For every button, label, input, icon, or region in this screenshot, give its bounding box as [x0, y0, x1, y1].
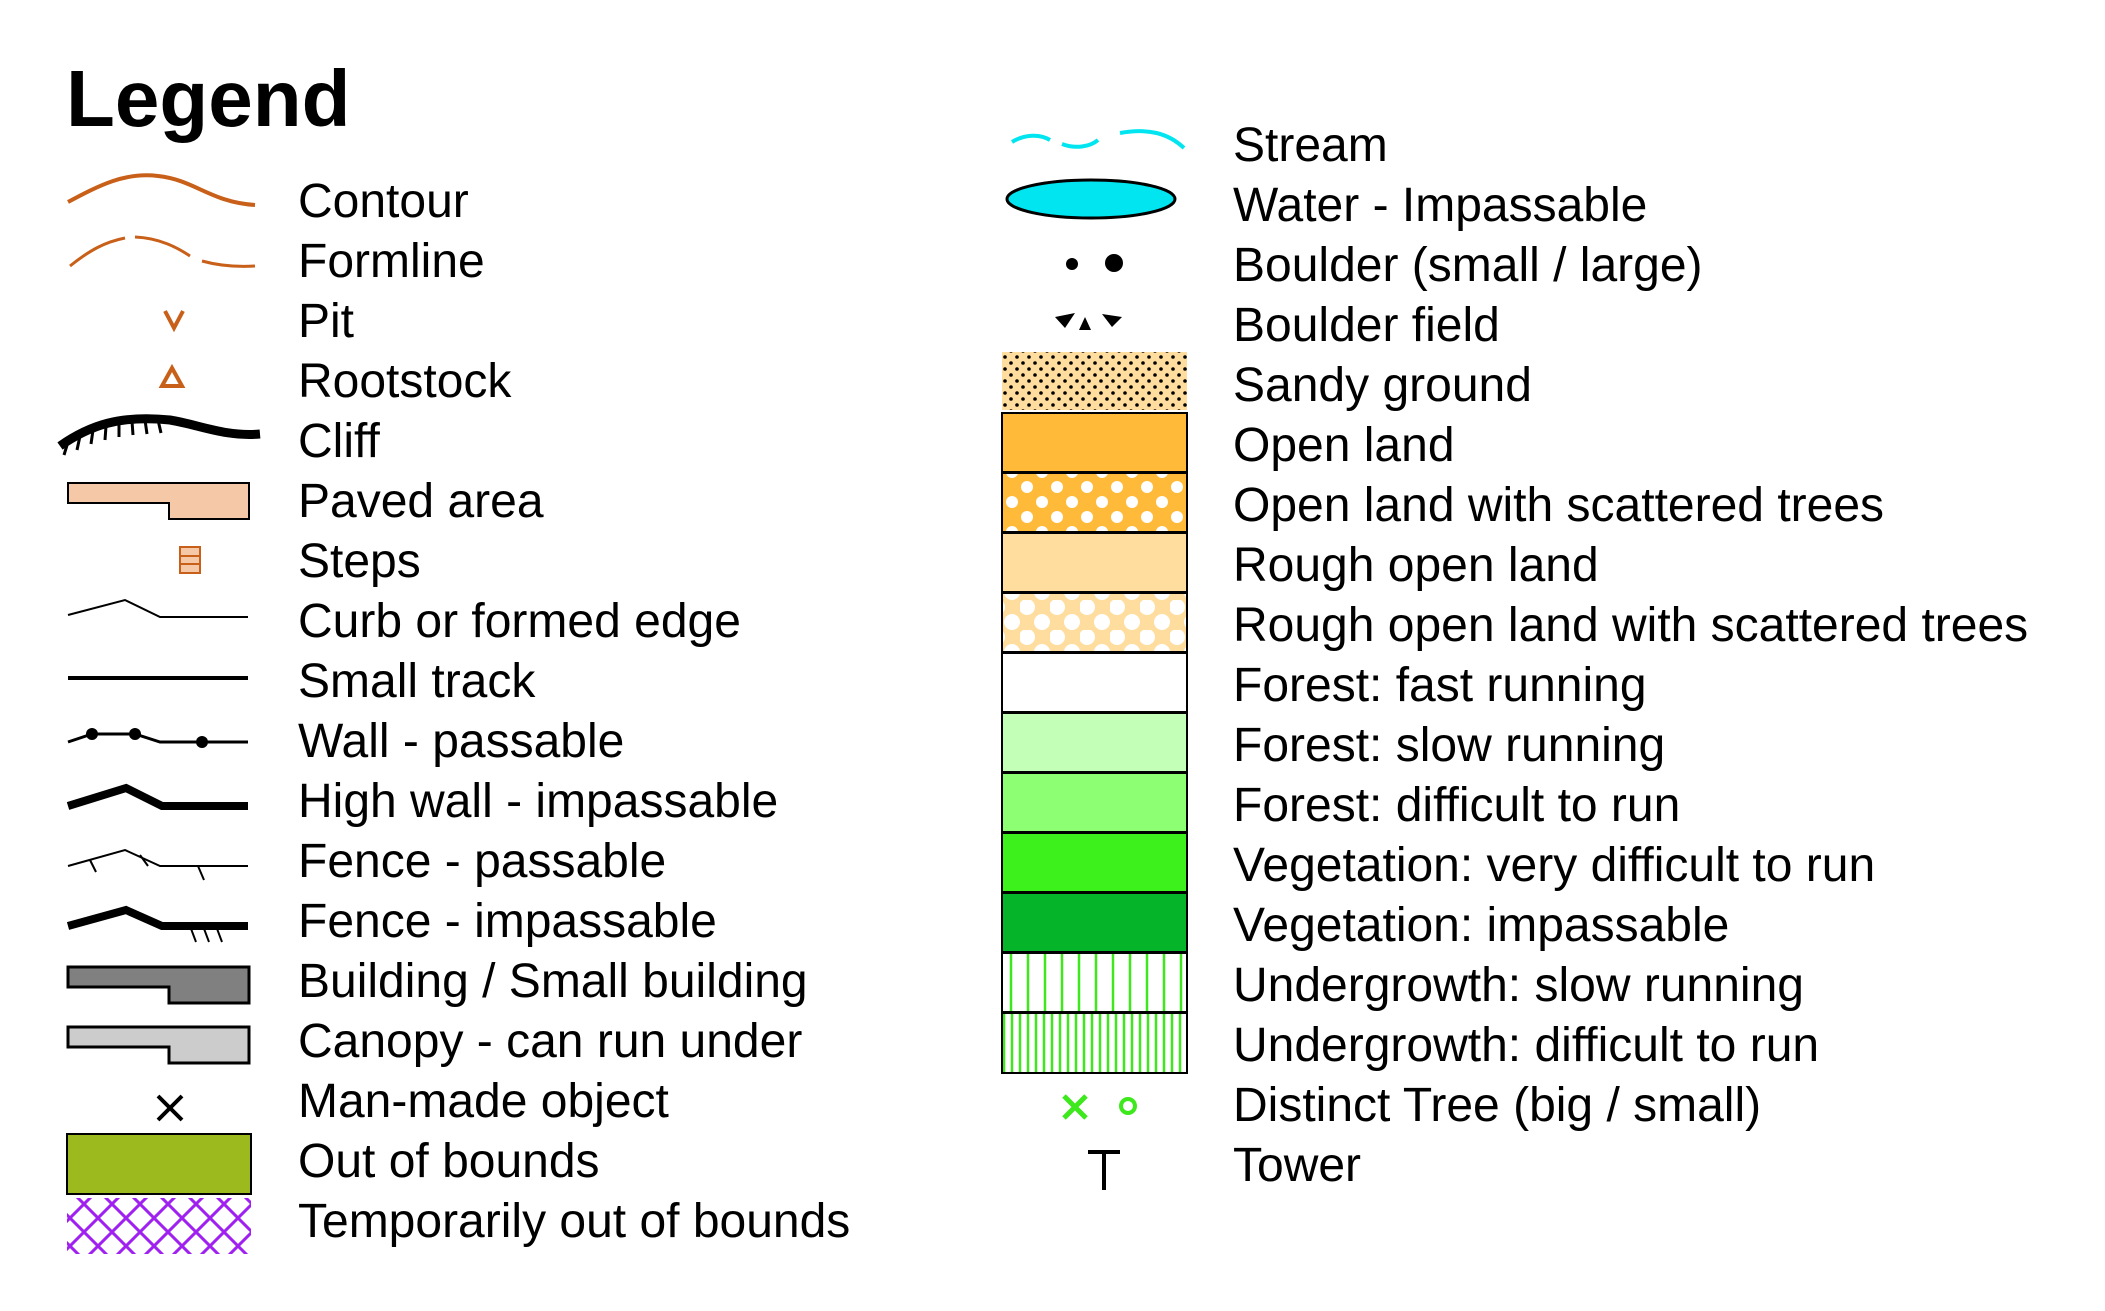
- undergrowth-slow-icon: [1001, 952, 1188, 1013]
- legend-label-vegetation-very-difficult: Vegetation: very difficult to run: [1233, 839, 1875, 892]
- legend-label-vegetation-impassable: Vegetation: impassable: [1233, 899, 1729, 952]
- legend-label-fence-impassable: Fence - impassable: [298, 895, 717, 948]
- legend-label-small-track: Small track: [298, 655, 536, 708]
- legend-label-curb: Curb or formed edge: [298, 595, 741, 648]
- open-land-icon: [1001, 412, 1188, 473]
- legend-label-forest-slow: Forest: slow running: [1233, 719, 1665, 772]
- high-wall-icon: [66, 783, 248, 810]
- fence-passable-icon: [67, 848, 248, 881]
- paved-area-icon: [67, 482, 250, 520]
- left-labels: Contour Formline Pit Rootstock Cliff Pav…: [298, 175, 850, 1248]
- rootstock-icon: [158, 363, 186, 388]
- legend-label-steps: Steps: [298, 535, 421, 588]
- legend-label-wall-passable: Wall - passable: [298, 715, 624, 768]
- contour-icon: [67, 173, 256, 207]
- legend-label-paved-area: Paved area: [298, 475, 544, 528]
- man-made-object-icon: [156, 1094, 184, 1122]
- legend-title: Legend: [66, 54, 350, 143]
- left-symbols: [57, 173, 261, 1254]
- tower-icon: [1088, 1150, 1120, 1190]
- steps-icon: [179, 546, 201, 574]
- legend-label-stream: Stream: [1233, 119, 1388, 172]
- boulder-icon: [1066, 254, 1123, 272]
- legend-label-rough-open-land: Rough open land: [1233, 539, 1599, 592]
- formline-icon: [69, 235, 256, 268]
- building-icon: [66, 965, 251, 1005]
- legend-label-man-made-object: Man-made object: [298, 1075, 669, 1128]
- legend-label-sandy-ground: Sandy ground: [1233, 359, 1532, 412]
- temporarily-out-of-bounds-icon: [67, 1198, 251, 1254]
- vegetation-impassable-icon: [1001, 892, 1188, 953]
- legend-label-fence-passable: Fence - passable: [298, 835, 666, 888]
- canopy-icon: [66, 1025, 251, 1065]
- curb-icon: [67, 598, 248, 618]
- out-of-bounds-icon: [66, 1133, 252, 1195]
- legend-label-open-land: Open land: [1233, 419, 1455, 472]
- water-icon: [1005, 178, 1177, 220]
- undergrowth-difficult-icon: [1001, 1012, 1188, 1074]
- legend-label-undergrowth-slow: Undergrowth: slow running: [1233, 959, 1804, 1012]
- sandy-ground-icon: [1002, 352, 1187, 410]
- legend-label-distinct-tree: Distinct Tree (big / small): [1233, 1079, 1761, 1132]
- stream-icon: [1010, 129, 1186, 150]
- legend-label-building: Building / Small building: [298, 955, 808, 1008]
- forest-fast-icon: [1001, 652, 1188, 713]
- pit-icon: [163, 310, 185, 333]
- legend-label-cliff: Cliff: [298, 415, 380, 468]
- legend-label-temporarily-out-of-bounds: Temporarily out of bounds: [298, 1195, 850, 1248]
- wall-passable-icon: [67, 728, 248, 748]
- right-labels: Stream Water - Impassable Boulder (small…: [1233, 119, 2028, 1192]
- right-symbols: [1001, 129, 1188, 1190]
- legend-label-rootstock: Rootstock: [298, 355, 512, 408]
- legend-label-forest-fast: Forest: fast running: [1233, 659, 1647, 712]
- cliff-icon: [57, 414, 261, 456]
- distinct-tree-icon: [1062, 1094, 1137, 1120]
- open-land-scattered-icon: [1001, 472, 1188, 533]
- legend-label-water: Water - Impassable: [1233, 179, 1647, 232]
- legend-label-formline: Formline: [298, 235, 485, 288]
- legend-label-rough-open-scattered: Rough open land with scattered trees: [1233, 599, 2028, 652]
- vegetation-very-difficult-icon: [1001, 832, 1188, 893]
- rough-open-land-icon: [1001, 532, 1188, 593]
- fence-impassable-icon: [66, 905, 248, 943]
- legend-label-high-wall: High wall - impassable: [298, 775, 778, 828]
- legend-label-boulder-field: Boulder field: [1233, 299, 1500, 352]
- legend-label-undergrowth-difficult: Undergrowth: difficult to run: [1233, 1019, 1819, 1072]
- legend-label-forest-difficult: Forest: difficult to run: [1233, 779, 1680, 832]
- legend-label-canopy: Canopy - can run under: [298, 1015, 802, 1068]
- legend-label-pit: Pit: [298, 295, 354, 348]
- boulder-field-icon: [1055, 313, 1122, 330]
- rough-open-scattered-icon: [1001, 592, 1188, 653]
- forest-slow-icon: [1001, 712, 1188, 773]
- legend-label-tower: Tower: [1233, 1139, 1361, 1192]
- legend-label-contour: Contour: [298, 175, 469, 228]
- legend-label-open-land-scattered: Open land with scattered trees: [1233, 479, 1884, 532]
- forest-difficult-icon: [1001, 772, 1188, 833]
- legend-label-out-of-bounds: Out of bounds: [298, 1135, 600, 1188]
- legend-label-boulder: Boulder (small / large): [1233, 239, 1703, 292]
